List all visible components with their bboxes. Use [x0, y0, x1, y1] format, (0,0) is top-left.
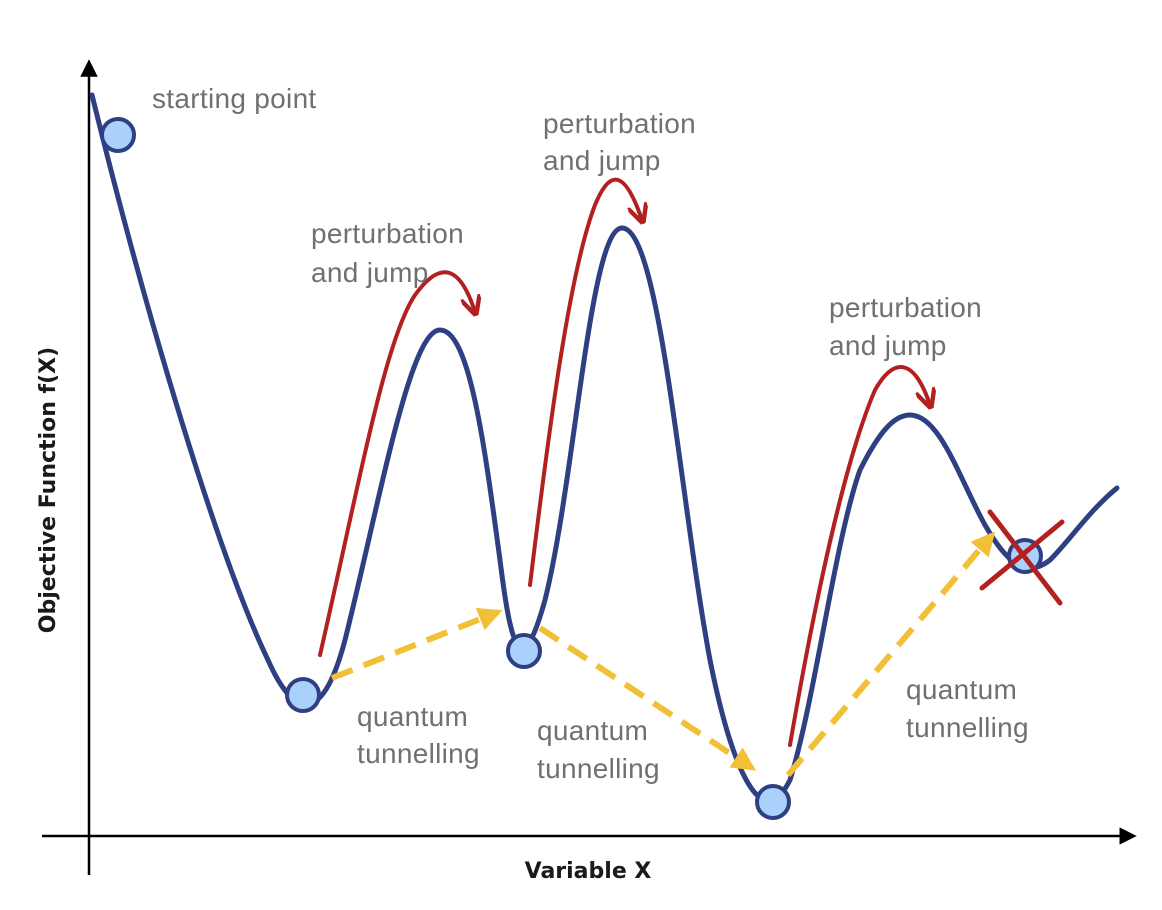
objective-function-curve — [89, 92, 1120, 804]
perturbation-label-2-line1: perturbation — [543, 108, 696, 139]
perturbation-label-2-line2: and jump — [543, 145, 661, 176]
tunnelling-label-3-line1: quantum — [906, 674, 1017, 705]
perturbation-label-3-line2: and jump — [829, 330, 947, 361]
tunnelling-label-1-line1: quantum — [357, 701, 468, 732]
starting-point-label: starting point — [152, 83, 317, 114]
tunnelling-arrow-1 — [330, 607, 503, 681]
perturbation-arrow-3 — [788, 365, 930, 747]
perturbation-label-1-line1: perturbation — [311, 218, 464, 249]
ball-minimum-1 — [285, 677, 321, 713]
tunnelling-arrow-2 — [538, 625, 757, 771]
perturbation-label-3-line1: perturbation — [829, 292, 982, 323]
tunnelling-label-2-line1: quantum — [537, 715, 648, 746]
tunnelling-label-1-line2: tunnelling — [357, 738, 480, 769]
tunnelling-label-2-line2: tunnelling — [537, 753, 660, 784]
tunnelling-arrow-3 — [785, 531, 996, 777]
ball-minimum-2 — [506, 633, 542, 669]
tunnelling-label-3-line2: tunnelling — [906, 712, 1029, 743]
x-axis-title: Variable X — [525, 859, 652, 884]
perturbation-arrow-1 — [318, 270, 475, 657]
perturbation-arrow-2 — [528, 177, 642, 587]
y-axis-title: Objective Function f(X) — [36, 347, 61, 633]
cross-mark-icon — [979, 509, 1065, 606]
ball-starting-point — [100, 117, 136, 153]
perturbation-label-1-line2: and jump — [311, 257, 429, 288]
ball-minimum-3 — [755, 784, 791, 820]
